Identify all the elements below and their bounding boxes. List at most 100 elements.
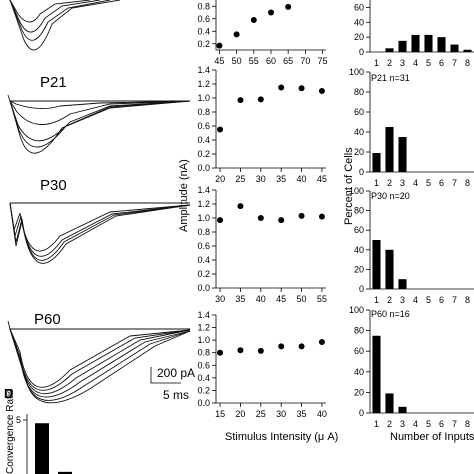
scatter-ytick-label: 0.6 bbox=[197, 241, 210, 251]
hist-ytick-label: 0 bbox=[359, 408, 364, 418]
hist-ytick-label: 80 bbox=[354, 206, 364, 216]
hist-ytick-label: 100 bbox=[349, 67, 364, 77]
scatter-ytick-label: 0.0 bbox=[197, 398, 210, 408]
scatter-axis bbox=[215, 190, 326, 289]
hist-xtick-label: 5 bbox=[426, 178, 431, 188]
trace-panel-p30 bbox=[9, 202, 191, 264]
hist-ytick-label: 60 bbox=[354, 107, 364, 117]
hist-ytick-label: 40 bbox=[354, 17, 364, 27]
hist-bar bbox=[385, 48, 394, 52]
scatter-ytick-label: 0.4 bbox=[197, 26, 210, 36]
hist-bar bbox=[424, 34, 433, 52]
scatter-ytick-label: 0.2 bbox=[197, 39, 210, 49]
amplitude-scatter-p30: 0.0 0.2 0.4 0.6 0.8 1.0 1.2 1.4 30 35 40 45 50 55 bbox=[197, 185, 326, 304]
hist-xtick-label: 5 bbox=[426, 295, 431, 305]
scatter-xtick-label: 50 bbox=[297, 294, 307, 304]
scatter-point bbox=[216, 42, 223, 49]
scatter-xtick-label: 75 bbox=[318, 56, 328, 66]
scatter-axis bbox=[215, 70, 326, 169]
hist-ytick-label: 100 bbox=[349, 186, 364, 196]
scatter-ytick-label: 0.4 bbox=[197, 135, 210, 145]
hist-xtick-label: 6 bbox=[439, 58, 444, 68]
hist-bar bbox=[411, 34, 420, 52]
scatter-point bbox=[298, 85, 305, 92]
scatter-point bbox=[257, 347, 264, 354]
hist-bar bbox=[385, 393, 394, 413]
hist-annotation-p30: P30 n=20 bbox=[371, 191, 410, 201]
scatter-ytick-label: 0.2 bbox=[197, 385, 210, 395]
hist-xtick-label: 7 bbox=[452, 178, 457, 188]
hist-ytick-label: 100 bbox=[349, 305, 364, 315]
hist-xlabel: Number of Inputs bbox=[390, 431, 474, 443]
hist-xtick-label: 7 bbox=[452, 419, 457, 429]
scatter-ytick-label: 1.4 bbox=[197, 65, 210, 75]
hist-xtick-label: 2 bbox=[387, 419, 392, 429]
scale-bar: 200 pA 5 ms bbox=[150, 366, 195, 402]
hist-xtick-label: 4 bbox=[413, 295, 418, 305]
trace-panel-p21 bbox=[7, 94, 191, 154]
scatter-xtick-label: 45 bbox=[214, 56, 224, 66]
scatter-ytick-label: 0.0 bbox=[197, 283, 210, 293]
scatter-ytick-label: 1.2 bbox=[197, 79, 210, 89]
scatter-xtick-label: 45 bbox=[276, 294, 286, 304]
scatter-ytick-label: 0.8 bbox=[197, 1, 210, 11]
amplitude-scatter-0: 0.2 0.4 0.6 0.8 45 50 55 60 65 70 75 bbox=[197, 0, 328, 66]
scatter-xtick-label: 35 bbox=[297, 409, 307, 419]
scatter-ytick-label: 0.8 bbox=[197, 107, 210, 117]
scatter-ytick-label: 0.2 bbox=[197, 269, 210, 279]
scatter-ytick-label: 0.8 bbox=[197, 348, 210, 358]
hist-bar bbox=[385, 249, 394, 289]
hist-xtick-label: 8 bbox=[465, 295, 470, 305]
scatter-ytick-label: 1.0 bbox=[197, 213, 210, 223]
hist-ytick-label: 20 bbox=[354, 32, 364, 42]
hist-ytick-label: 60 bbox=[354, 346, 364, 356]
scatter-xtick-label: 30 bbox=[276, 409, 286, 419]
hist-bar bbox=[463, 49, 472, 52]
trace-label-p30: P30 bbox=[40, 177, 67, 194]
hist-xtick-label: 8 bbox=[465, 58, 470, 68]
scatter-point bbox=[318, 339, 325, 346]
panel-d-ylabel: Convergence Ratio bbox=[5, 388, 16, 474]
scatter-ytick-label: 1.2 bbox=[197, 199, 210, 209]
hist-xtick-label: 3 bbox=[400, 58, 405, 68]
scatter-xtick-label: 45 bbox=[317, 174, 327, 184]
hist-xtick-label: 2 bbox=[387, 58, 392, 68]
scatter-point bbox=[257, 96, 264, 103]
hist-xtick-label: 1 bbox=[374, 295, 379, 305]
hist-bar bbox=[372, 240, 381, 289]
scatter-ytick-label: 1.4 bbox=[197, 185, 210, 195]
trace-panel-0 bbox=[9, 0, 121, 51]
hist-annotation-p21: P21 n=31 bbox=[371, 73, 410, 83]
scatter-point bbox=[318, 88, 325, 94]
scatter-point bbox=[257, 215, 264, 221]
scatter-ytick-label: 1.2 bbox=[197, 323, 210, 333]
scatter-xtick-label: 65 bbox=[283, 56, 293, 66]
hist-axis bbox=[369, 0, 474, 53]
panel-d-label: D bbox=[4, 386, 13, 401]
scatter-ytick-label: 0.8 bbox=[197, 227, 210, 237]
scatter-xtick-label: 30 bbox=[215, 294, 225, 304]
hist-xtick-label: 5 bbox=[426, 58, 431, 68]
hist-xtick-label: 8 bbox=[465, 419, 470, 429]
hist-ytick-label: 40 bbox=[354, 245, 364, 255]
hist-xtick-label: 6 bbox=[439, 295, 444, 305]
panel-d-ytick: 5 bbox=[16, 415, 21, 425]
hist-xtick-label: 3 bbox=[400, 419, 405, 429]
hist-xtick-label: 7 bbox=[452, 295, 457, 305]
scale-bar-amplitude: 200 pA bbox=[157, 366, 195, 380]
scatter-xtick-label: 25 bbox=[256, 409, 266, 419]
hist-xtick-label: 3 bbox=[400, 178, 405, 188]
scatter-point bbox=[278, 217, 285, 224]
hist-bar bbox=[398, 279, 407, 289]
hist-ytick-label: 80 bbox=[354, 326, 364, 336]
scatter-xtick-label: 15 bbox=[215, 409, 225, 419]
hist-annotation-p60: P60 n=16 bbox=[371, 309, 410, 319]
scatter-ytick-label: 1.4 bbox=[197, 310, 210, 320]
scatter-point bbox=[217, 349, 224, 356]
hist-bar bbox=[398, 40, 407, 52]
scatter-ytick-label: 0.6 bbox=[197, 360, 210, 370]
hist-xtick-label: 3 bbox=[400, 295, 405, 305]
scatter-ytick-label: 1.0 bbox=[197, 93, 210, 103]
inputs-histogram-0: 0 20 40 60 1 2 3 4 5 6 7 8 bbox=[354, 0, 474, 68]
